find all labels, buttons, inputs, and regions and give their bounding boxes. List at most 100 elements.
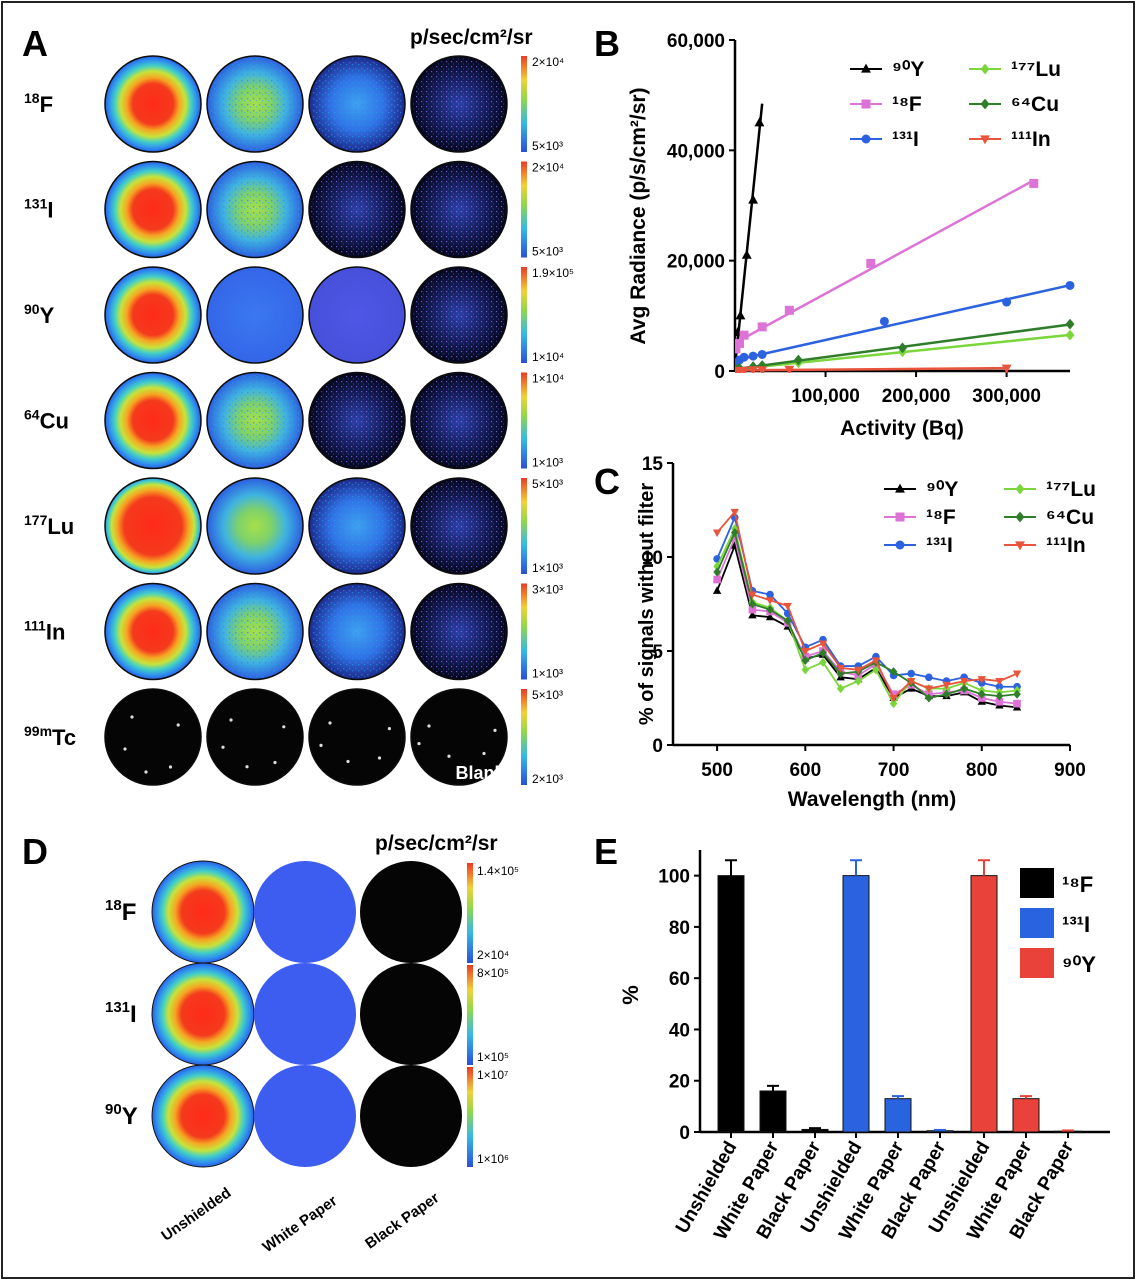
data-point (925, 693, 933, 703)
well-speckle (311, 58, 403, 150)
panel-label-c: C (594, 461, 620, 502)
data-point (819, 657, 827, 667)
series-2 (735, 280, 1075, 368)
data-point (748, 599, 757, 609)
series-line (716, 535, 1018, 705)
series-1 (735, 178, 1039, 354)
well-speckle (311, 163, 403, 256)
data-point (854, 676, 863, 686)
data-point (1013, 689, 1021, 699)
panel-c-chart: 0 5 10 15 500 600 700 800 900 Wavelength (nm) % of… (636, 454, 1096, 811)
colorbar-bottom-i: 5×10³ (532, 245, 563, 259)
data-point (730, 534, 739, 542)
data-point (1065, 280, 1075, 290)
well-speckle (311, 585, 403, 678)
data-point (783, 602, 792, 611)
legend-marker (1015, 483, 1025, 495)
data-point (959, 678, 969, 686)
colorbar-d-i (467, 965, 473, 1065)
data-point (735, 344, 741, 354)
y-tick-label: 20,000 (667, 252, 725, 273)
bar-0-2 (801, 1128, 829, 1133)
colorbar-bottom-lu: 1×10³ (532, 561, 563, 575)
legend-marker (980, 135, 990, 145)
bright-speck (273, 760, 277, 765)
fit-line (735, 283, 1071, 362)
legend-marker (861, 99, 871, 109)
legend-label: ¹¹¹In (1011, 128, 1051, 151)
legend-marker (861, 134, 871, 144)
data-point (866, 258, 876, 268)
data-point (924, 685, 934, 694)
row-label-i: 131I (24, 196, 53, 223)
bright-speck (377, 756, 382, 760)
colorbar-cu (521, 372, 527, 469)
bar-1-0 (842, 875, 870, 1133)
well-in-1 (104, 582, 202, 681)
panel-label-d: D (22, 831, 48, 872)
well-d-white-paper-f (254, 861, 356, 963)
data-point (757, 360, 767, 371)
data-point (741, 249, 752, 259)
data-point (765, 612, 775, 621)
data-point (713, 561, 721, 571)
well-speckle (209, 163, 301, 256)
data-point (748, 194, 759, 204)
well-d-black-paper-i (360, 963, 462, 1065)
x-axis-title: Activity (Bq) (840, 417, 964, 440)
y-tick-label: 80 (669, 918, 690, 939)
well-speckle (413, 374, 505, 467)
well-speckle (413, 269, 505, 361)
y-axis-title: % (618, 985, 643, 1005)
column-label-d-2: White Paper (260, 1192, 341, 1256)
well-speckle (311, 374, 403, 467)
y-tick-label: 0 (679, 1123, 690, 1144)
data-point (784, 305, 794, 315)
well-y-1 (104, 266, 202, 364)
well-d-unshielded-i (151, 962, 255, 1066)
colorbar-d-bottom-y: 1×10⁶ (477, 1152, 509, 1166)
row-d-label-f: 18F (105, 897, 136, 926)
legend-label: ⁹⁰Y (926, 478, 958, 501)
x-axis-title: Wavelength (nm) (788, 788, 956, 811)
panel-label-a: A (22, 23, 48, 64)
well-f-1 (104, 55, 202, 153)
colorbar-in (521, 583, 527, 680)
well-d-white-paper-y (254, 1065, 356, 1167)
row-label-cu: 64Cu (24, 407, 69, 434)
well-d-black-paper-y (360, 1065, 462, 1167)
colorbar-d-top-i: 8×10⁵ (477, 966, 509, 980)
data-point (754, 117, 765, 127)
panel-d-image-grid: 18F 1.4×10⁵ 2×10⁴ 131I 8×10⁵ 1×10⁵ 90Y 1×10⁷ 1×1… (105, 860, 519, 1256)
x-tick-label: 300,000 (972, 386, 1041, 407)
series-line (716, 514, 1018, 688)
data-point (889, 694, 898, 703)
well-d-unshielded-y (151, 1064, 255, 1168)
data-point (977, 689, 986, 699)
legend-label: ¹³¹I (926, 534, 953, 557)
colorbar-top-lu: 5×10³ (532, 477, 563, 491)
data-point (960, 684, 968, 694)
data-point (889, 690, 898, 699)
well-speckle (311, 480, 403, 572)
colorbar-y (521, 267, 527, 363)
data-point (801, 655, 810, 665)
data-point (871, 657, 881, 665)
bright-speck (168, 765, 173, 769)
row-label-tc: 99mTc (24, 723, 76, 750)
legend-marker (861, 63, 871, 73)
legend-label: ⁶⁴Cu (1011, 93, 1059, 116)
data-point (735, 338, 745, 348)
colorbar-d-bottom-i: 1×10⁵ (477, 1050, 509, 1064)
data-point (713, 567, 721, 577)
legend-marker (1015, 511, 1025, 523)
data-point (1065, 329, 1075, 341)
bar-0-1 (759, 1090, 787, 1133)
colorbar-bottom-y: 1×10⁴ (532, 350, 564, 364)
fit-line (735, 103, 764, 367)
data-point (757, 349, 767, 359)
well-d-black-paper-f (360, 861, 462, 963)
data-point (879, 316, 889, 326)
